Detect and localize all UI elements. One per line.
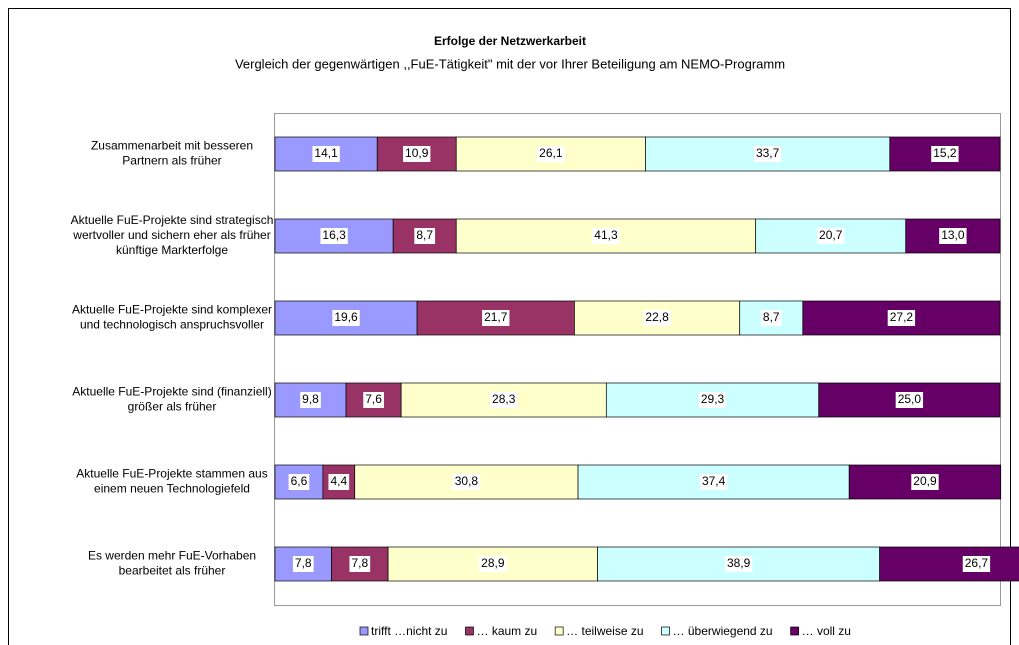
legend-swatch [661,626,670,636]
data-label-background [592,228,620,244]
data-label: 20,9 [913,474,937,488]
data-label: 41,3 [594,228,618,242]
legend-swatch [359,626,369,636]
category-label: bearbeitet als früher [119,564,226,578]
data-label-background [414,228,436,244]
legend-swatch [790,626,799,636]
data-label-background [753,146,782,162]
legend-swatch [554,626,564,636]
data-label: 38,9 [727,556,751,570]
data-label: 14,1 [314,146,338,160]
bar-segment [879,546,1019,582]
category-label: Partnern als früher [122,154,221,168]
data-label: 7,8 [295,556,312,570]
data-label: 26,1 [539,146,563,160]
data-label-background [452,474,481,490]
data-label-background [349,556,371,572]
data-label: 21,7 [484,310,508,324]
category-label: künftige Markterfolge [116,243,228,257]
data-label-background [403,146,431,162]
data-label-background [332,310,360,326]
data-label-background [537,146,565,162]
data-label: 13,0 [941,228,965,242]
category-label: größer als früher [128,400,217,414]
data-label: 28,3 [492,392,516,406]
data-label: 30,8 [455,474,479,488]
data-label: 28,9 [481,556,505,570]
data-label: 19,6 [334,310,358,324]
data-label: 15,2 [933,146,957,160]
data-label-background [292,556,314,572]
chart-subtitle: Vergleich der gegenwärtigen ,,FuE-Tätigk… [235,56,785,71]
legend-swatch [465,626,474,636]
data-label-background [895,392,924,408]
data-label: 26,7 [965,556,989,570]
data-label-background [817,228,845,244]
data-label-background [300,392,321,408]
category-label: Aktuelle FuE-Projekte sind strategisch [71,213,274,227]
data-label-background [288,474,310,490]
legend-label: … voll zu [802,624,851,638]
data-label: 37,4 [702,474,726,488]
data-label-background [962,556,991,572]
data-label: 10,9 [405,146,429,160]
data-label: 25,0 [898,392,922,406]
category-label: Aktuelle FuE-Projekte stammen aus [76,467,267,481]
data-label-background [887,310,916,326]
data-label-background [939,228,967,244]
data-label: 29,3 [701,392,725,406]
data-label-background [760,310,782,326]
data-label-background [320,228,348,244]
data-label-background [698,392,727,408]
bar-segment [274,546,332,582]
data-label: 4,4 [330,474,347,488]
data-label: 33,7 [756,146,780,160]
plot-area [274,113,1001,606]
category-label: wertvoller und sichern eher als früher [72,228,270,242]
data-label-background [328,474,350,490]
chart-title: Erfolge der Netzwerkarbeit [434,34,586,48]
legend-label: … teilweise zu [566,624,643,638]
data-label: 22,8 [645,310,669,324]
data-label: 9,8 [302,392,319,406]
data-label: 8,7 [416,228,433,242]
data-label-background [363,392,384,408]
data-label: 16,3 [322,228,346,242]
data-label: 7,6 [365,392,382,406]
data-label-background [699,474,728,490]
category-label: Zusammenarbeit mit besseren [91,139,253,153]
data-label-background [490,392,518,408]
category-label: Aktuelle FuE-Projekte sind (finanziell) [72,385,271,399]
data-label-background [643,310,671,326]
data-label-background [724,556,753,572]
data-label: 20,7 [819,228,843,242]
data-label: 27,2 [890,310,914,324]
data-label-background [931,146,959,162]
data-label-background [482,310,510,326]
data-label-background [312,146,340,162]
data-label: 7,8 [351,556,368,570]
data-label: 8,7 [763,310,780,324]
category-label: und technologisch anspruchsvoller [80,318,264,332]
data-label-background [479,556,507,572]
legend-label: … kaum zu [476,624,537,638]
data-label: 6,6 [291,474,308,488]
category-label: einem neuen Technologiefeld [94,482,250,496]
legend-label: … überwiegend zu [673,624,773,638]
category-label: Aktuelle FuE-Projekte sind komplexer [72,303,272,317]
category-label: Es werden mehr FuE-Vorhaben [88,549,256,563]
legend-label: trifft …nicht zu [371,624,447,638]
data-label-background [911,474,939,490]
